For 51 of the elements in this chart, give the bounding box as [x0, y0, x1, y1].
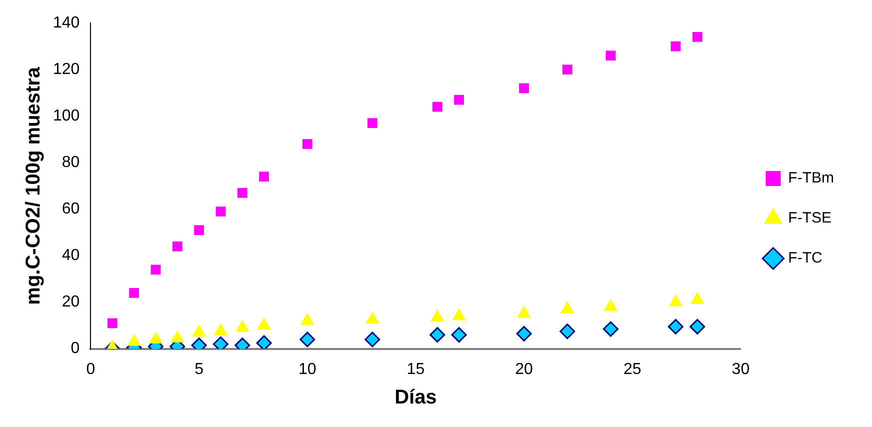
point	[670, 41, 681, 52]
point	[365, 312, 380, 324]
point	[170, 330, 184, 342]
point	[216, 206, 226, 216]
legend-label: F-TSE	[788, 210, 832, 227]
x-axis-title: Días	[394, 386, 437, 409]
point	[432, 102, 442, 112]
y-axis-title: mg.C-CO2/ 100g muestra	[22, 66, 45, 305]
point	[690, 292, 704, 304]
point	[560, 301, 574, 314]
legend-label: F-TC	[788, 250, 822, 267]
x-tick-label: 0	[86, 360, 96, 378]
point	[127, 334, 141, 346]
x-tick-label: 10	[298, 360, 316, 378]
point	[430, 309, 444, 322]
y-tick-label: 80	[62, 154, 80, 172]
point	[604, 298, 618, 311]
point	[668, 294, 683, 306]
x-tick-label: 20	[515, 360, 534, 378]
x-tick-label: 30	[732, 360, 750, 378]
point	[192, 324, 206, 337]
legend-label: F-TBm	[788, 170, 834, 187]
point	[454, 94, 464, 105]
point	[256, 335, 272, 349]
point	[172, 241, 182, 252]
point	[148, 331, 163, 344]
x-tick-label: 25	[623, 360, 642, 378]
point	[367, 118, 378, 128]
y-tick-label: 40	[62, 247, 80, 264]
x-tick-label: 5	[194, 360, 204, 378]
point	[519, 83, 529, 94]
x-tick-label: 15	[406, 360, 425, 378]
point	[452, 308, 466, 320]
point	[259, 172, 269, 182]
point	[562, 64, 572, 74]
point	[692, 32, 702, 42]
point	[235, 320, 250, 332]
point	[237, 188, 248, 198]
y-tick-label: 100	[52, 107, 80, 124]
y-tick-label: 140	[52, 14, 80, 32]
y-tick-label: 60	[62, 200, 80, 218]
y-tick-label: 20	[62, 294, 80, 311]
y-tick-label: 0	[70, 340, 80, 358]
point	[194, 225, 204, 236]
point	[606, 50, 616, 61]
point	[517, 306, 531, 318]
point	[300, 312, 314, 325]
point	[257, 318, 271, 330]
y-tick-label: 120	[52, 60, 80, 78]
point	[302, 139, 312, 149]
point	[214, 323, 228, 336]
